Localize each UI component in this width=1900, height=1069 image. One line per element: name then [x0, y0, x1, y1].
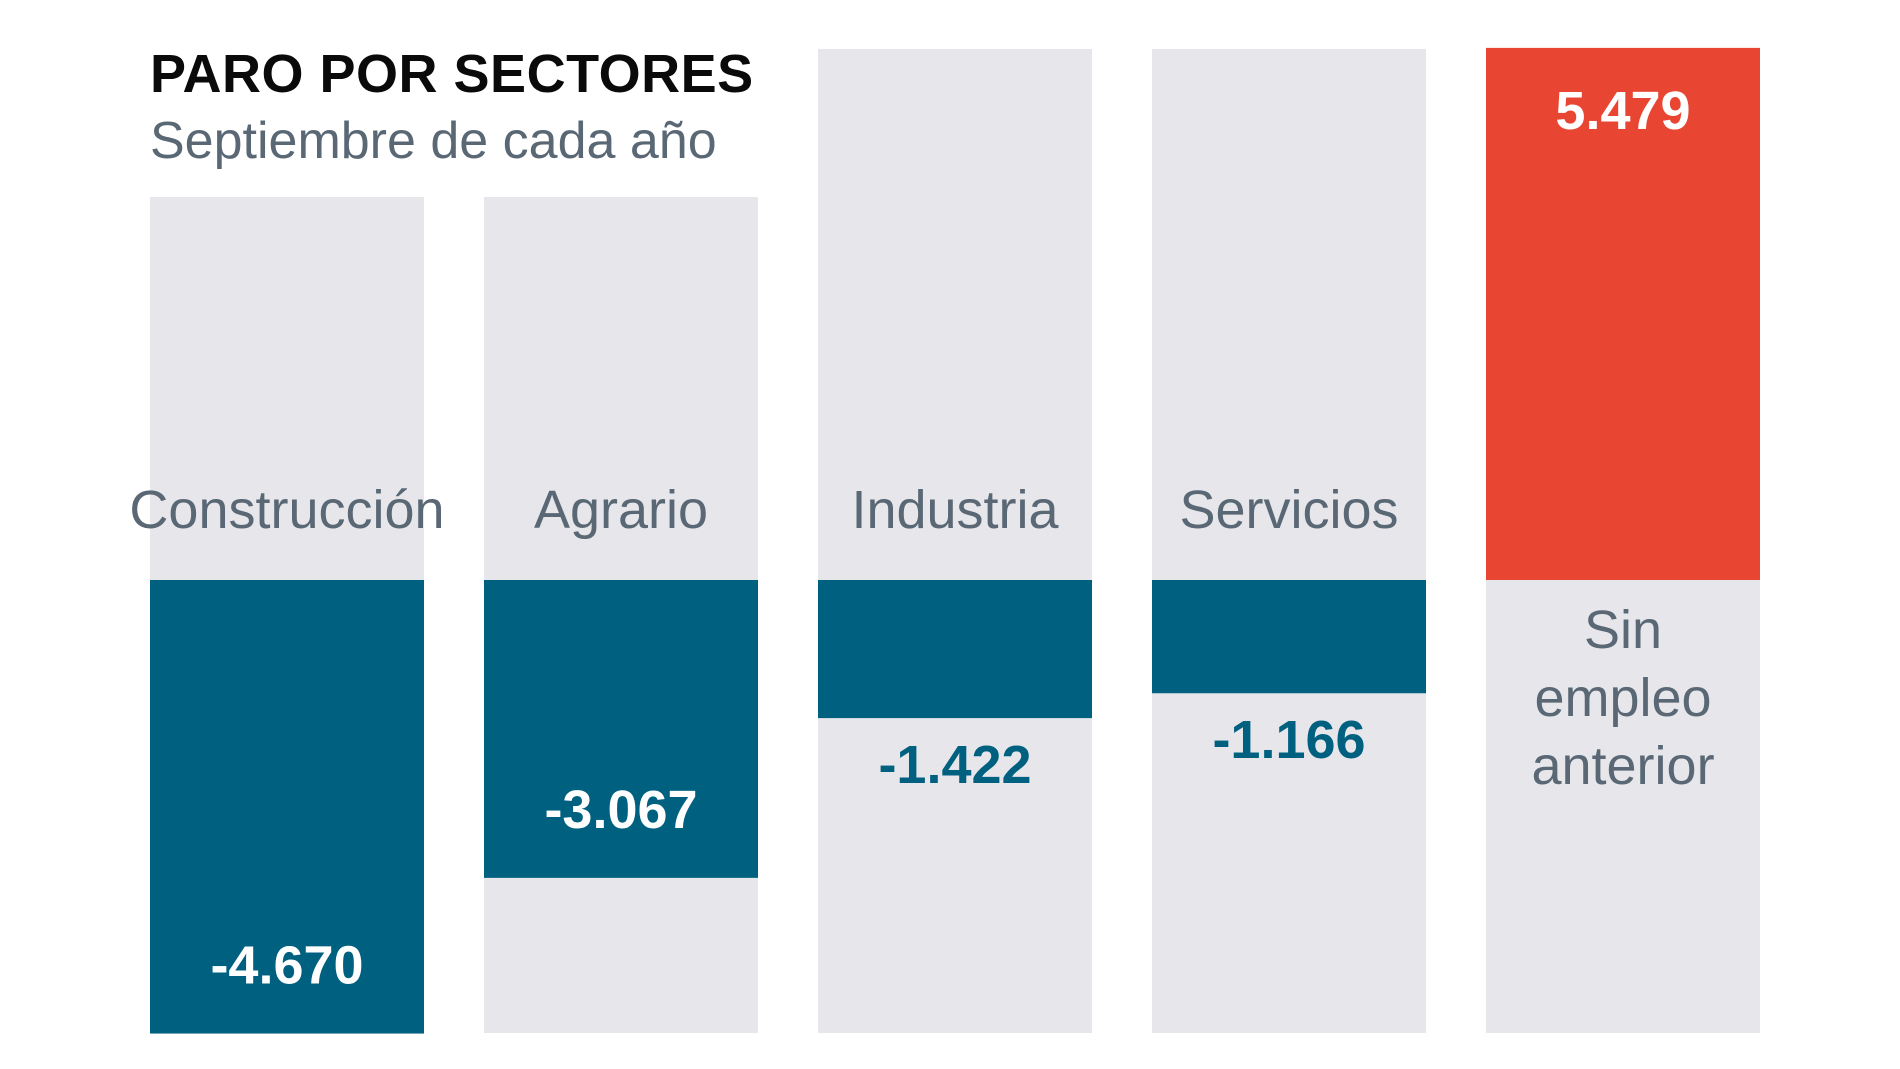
category-label-line: Agrario: [534, 480, 708, 540]
bar: [1152, 580, 1426, 694]
category-label-line: empleo: [1534, 668, 1711, 728]
bar: [1486, 47, 1760, 581]
category-label: Servicios: [1179, 480, 1398, 540]
bar-track: [1152, 49, 1426, 1033]
category-label-line: Servicios: [1179, 480, 1398, 540]
category-label: Industria: [851, 480, 1059, 540]
category-label-line: anterior: [1531, 736, 1714, 796]
category-label: Sin empleo anterior: [1531, 600, 1714, 796]
value-label: -4.670: [210, 936, 363, 996]
bar: [484, 580, 758, 878]
value-label: -1.166: [1212, 710, 1365, 770]
bar: [818, 580, 1092, 719]
chart-title: PARO POR SECTORES: [150, 44, 754, 104]
category-label-line: Sin: [1584, 600, 1662, 660]
bar: [150, 580, 424, 1034]
value-label: -3.067: [544, 780, 697, 840]
bars-group: -4.670 Construcción -3.067 Agrario -1.422 Ind…: [129, 47, 1760, 1034]
category-label-line: Industria: [851, 480, 1059, 540]
category-label: Construcción: [129, 480, 444, 540]
bar-track: [818, 49, 1092, 1033]
category-label-line: Construcción: [129, 480, 444, 540]
category-label: Agrario: [534, 480, 708, 540]
value-label: 5.479: [1555, 81, 1690, 141]
chart-subtitle: Septiembre de cada año: [150, 112, 717, 170]
value-label: -1.422: [878, 735, 1031, 795]
